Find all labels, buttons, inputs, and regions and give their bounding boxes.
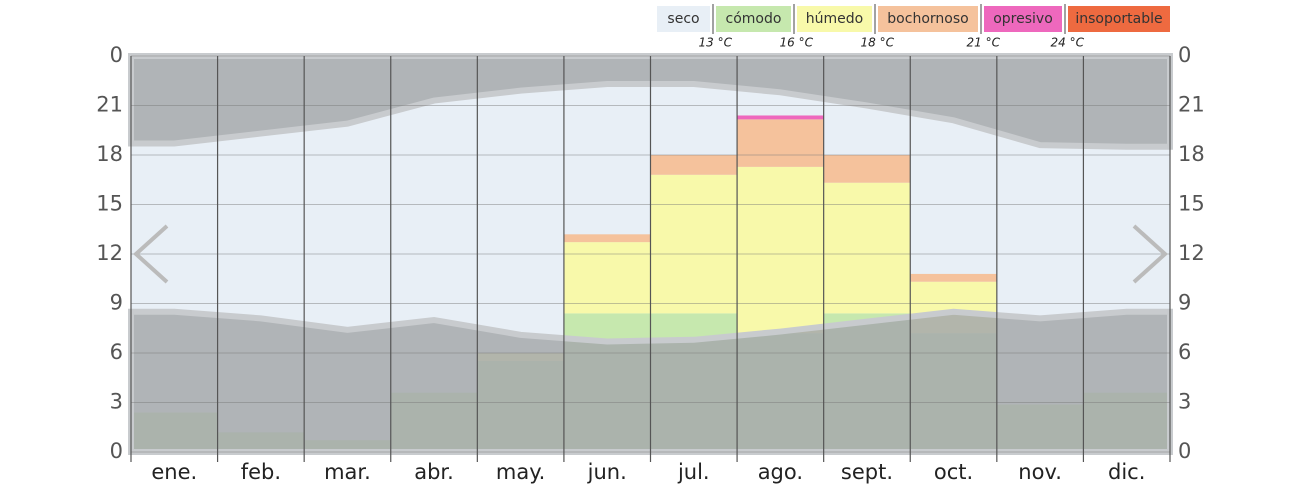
comfort-segment [477, 56, 564, 353]
legend-swatch [984, 6, 1062, 32]
next-arrow[interactable] [1132, 224, 1168, 284]
y2-tick-label: 6 [1178, 340, 1191, 364]
y-tick-label: 18 [96, 142, 123, 166]
threshold-label: 16 °C [780, 36, 814, 50]
comfort-segment [650, 174, 738, 314]
x-tick-label: ago. [758, 460, 803, 484]
y-tick-label: 21 [96, 93, 123, 117]
y-tick-label: 6 [110, 340, 123, 364]
y2-tick-label: 0 [1178, 43, 1191, 67]
y-tick-label: 0 [110, 43, 123, 67]
y2-tick-label: 3 [1178, 390, 1191, 414]
legend-swatch [797, 6, 872, 32]
labels: 0 0 3 3 6 6 9 9 12 12 15 15 18 18 21 21 0 0 ene. feb. mar. ab… [96, 43, 1204, 484]
x-tick-label: jul. [677, 460, 710, 484]
y-tick-label: 12 [96, 241, 123, 265]
y-tick-label: 9 [110, 291, 123, 315]
legend-swatch [878, 6, 978, 32]
threshold-label: 21 °C [967, 36, 1001, 50]
legend-swatch [657, 6, 710, 32]
y-tick-label: 3 [110, 390, 123, 414]
y2-tick-label: 9 [1178, 291, 1191, 315]
legend-label: húmedo [806, 11, 863, 27]
x-tick-label: ene. [151, 460, 197, 484]
x-tick-label: nov. [1018, 460, 1062, 484]
legend-label: bochornoso [887, 11, 968, 27]
y2-tick-label: 12 [1178, 241, 1205, 265]
comfort-segment [563, 234, 651, 243]
threshold-label: 13 °C [699, 36, 733, 50]
legend-label: opresivo [993, 11, 1053, 27]
threshold-label: 18 °C [861, 36, 895, 50]
prev-arrow[interactable] [133, 224, 169, 284]
legend: seco cómodo húmedo bochornoso opresivo insopo… [657, 4, 1170, 50]
y2-tick-label: 0 [1178, 439, 1191, 463]
comfort-segment [910, 273, 997, 282]
x-tick-label: jun. [587, 460, 627, 484]
x-tick-label: sept. [841, 460, 893, 484]
grid [130, 55, 1171, 462]
legend-swatch [716, 6, 791, 32]
threshold-label: 24 °C [1051, 36, 1085, 50]
comfort-segment [737, 166, 824, 334]
x-tick-label: dic. [1108, 460, 1145, 484]
legend-swatch [1068, 6, 1170, 32]
x-tick-label: abr. [414, 460, 454, 484]
legend-label: seco [667, 11, 699, 27]
y2-tick-label: 15 [1178, 192, 1205, 216]
x-tick-label: may. [496, 460, 545, 484]
legend-label: cómodo [726, 11, 782, 27]
comfort-segment [563, 242, 651, 314]
comfort-segment [737, 119, 824, 167]
y2-tick-label: 18 [1178, 142, 1205, 166]
comfort-segment [737, 115, 824, 120]
x-tick-label: feb. [241, 460, 281, 484]
legend-label: insoportable [1075, 11, 1162, 27]
y-tick-label: 0 [110, 439, 123, 463]
comfort-segment [823, 155, 911, 183]
comfort-segment [823, 182, 911, 314]
comfort-segment [650, 155, 738, 175]
x-tick-label: mar. [324, 460, 371, 484]
x-tick-label: oct. [934, 460, 973, 484]
y-tick-label: 15 [96, 192, 123, 216]
y2-tick-label: 21 [1178, 93, 1205, 117]
